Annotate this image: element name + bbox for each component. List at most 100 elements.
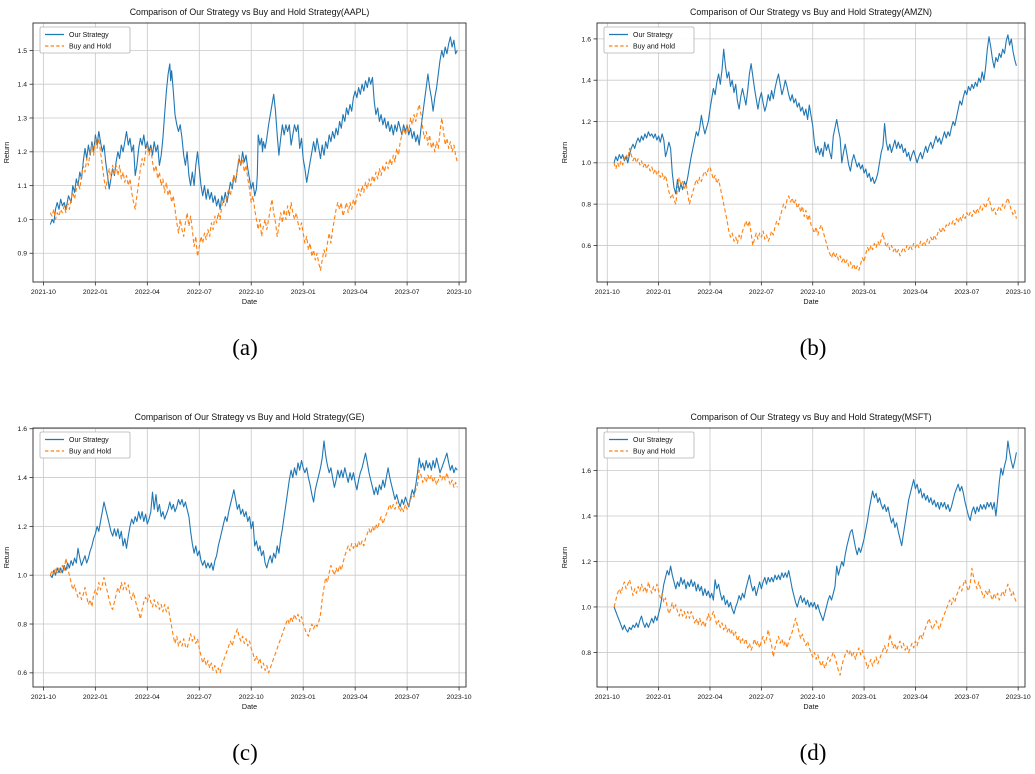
x-tick-label: 2023-07	[395, 289, 420, 296]
x-tick-label: 2022-07	[749, 289, 774, 296]
y-tick-label: 0.8	[582, 650, 592, 657]
x-tick-label: 2022-04	[698, 289, 723, 296]
x-tick-label: 2022-07	[187, 694, 212, 701]
legend-label: Buy and Hold	[69, 44, 111, 51]
y-tick-label: 1.4	[582, 513, 592, 520]
legend: Our Strategy Buy and Hold	[603, 26, 695, 54]
plot-border	[32, 427, 467, 688]
x-tick-label: 2021-10	[31, 694, 56, 701]
y-tick-label: 1.2	[18, 524, 28, 531]
y-tick-label: 0.6	[582, 243, 592, 250]
chart-title: Comparison of Our Strategy vs Buy and Ho…	[130, 7, 370, 17]
x-tick-label: 2022-10	[239, 289, 264, 296]
y-tick-label: 1.4	[18, 475, 28, 482]
y-axis-label: Return	[2, 142, 11, 164]
x-tick-label: 2023-04	[343, 694, 368, 701]
chart-amzn: 2021-10 2022-01 2022-04 2022-07 2022-10 2023-…	[560, 7, 1031, 306]
x-tick-label: 2022-01	[83, 289, 108, 296]
x-tick-label: 2023-04	[903, 289, 928, 296]
y-axis-label: Return	[560, 547, 569, 569]
subcaption-d: (d)	[799, 740, 827, 765]
x-tick-label: 2022-01	[646, 694, 671, 701]
x-tick-label: 2023-01	[291, 694, 316, 701]
y-tick-label: 0.8	[18, 621, 28, 628]
y-tick-label: 0.8	[582, 202, 592, 209]
legend-label: Our Strategy	[69, 437, 109, 444]
plot-border	[596, 427, 1026, 688]
x-tick-label: 2022-01	[646, 289, 671, 296]
y-axis-label: Return	[2, 547, 11, 569]
x-tick-label: 2023-01	[852, 694, 877, 701]
series-buy-and-hold	[49, 469, 458, 674]
y-tick-label: 1.2	[582, 119, 592, 126]
series-buy-and-hold	[613, 147, 1017, 271]
y-tick-label: 1.6	[582, 36, 592, 43]
series-buy-and-hold	[49, 103, 458, 271]
y-tick-label: 1.0	[18, 573, 28, 580]
y-tick-label: 1.0	[582, 160, 592, 167]
y-tick-label: 0.6	[18, 670, 28, 677]
legend: Our Strategy Buy and Hold	[39, 431, 131, 459]
x-tick-label: 2021-10	[595, 289, 620, 296]
x-tick-label: 2023-10	[1006, 289, 1031, 296]
x-tick-label: 2023-07	[954, 694, 979, 701]
subcaption-b: (b)	[799, 335, 827, 360]
x-tick-label: 2022-01	[83, 694, 108, 701]
x-tick-label: 2023-07	[954, 289, 979, 296]
x-tick-label: 2021-10	[31, 289, 56, 296]
x-axis-label: Date	[242, 297, 257, 306]
x-tick-label: 2022-07	[749, 694, 774, 701]
chart-title: Comparison of Our Strategy vs Buy and Ho…	[690, 7, 932, 17]
legend: Our Strategy Buy and Hold	[603, 431, 695, 459]
y-tick-label: 1.6	[582, 468, 592, 475]
y-tick-label: 1.0	[18, 217, 28, 224]
plot-border	[596, 22, 1026, 283]
series-buy-and-hold	[613, 567, 1017, 676]
x-tick-label: 2022-10	[800, 289, 825, 296]
y-tick-label: 1.0	[582, 604, 592, 611]
series-our-strategy	[49, 36, 458, 225]
y-tick-label: 1.3	[18, 115, 28, 122]
y-tick-label: 1.4	[582, 78, 592, 85]
legend-label: Our Strategy	[69, 32, 109, 39]
legend-label: Our Strategy	[633, 437, 673, 444]
y-tick-label: 0.9	[18, 251, 28, 258]
chart-aapl: 2021-10 2022-01 2022-04 2022-07 2022-10 2023-…	[2, 7, 472, 306]
x-tick-label: 2023-04	[343, 289, 368, 296]
x-tick-label: 2022-07	[187, 289, 212, 296]
x-tick-label: 2021-10	[595, 694, 620, 701]
x-axis-label: Date	[242, 702, 257, 711]
legend-label: Buy and Hold	[69, 449, 111, 456]
x-axis-label: Date	[803, 702, 818, 711]
y-tick-label: 1.4	[18, 82, 28, 89]
chart-ge: 2021-10 2022-01 2022-04 2022-07 2022-10 2023-…	[2, 412, 472, 711]
plot-border	[32, 22, 467, 283]
series-our-strategy	[49, 440, 458, 579]
x-tick-label: 2023-07	[395, 694, 420, 701]
x-tick-label: 2023-10	[447, 289, 472, 296]
x-tick-label: 2023-10	[447, 694, 472, 701]
series-our-strategy	[613, 34, 1017, 195]
y-tick-label: 1.6	[18, 426, 28, 433]
x-tick-label: 2023-10	[1006, 694, 1031, 701]
x-axis-label: Date	[803, 297, 818, 306]
legend-label: Our Strategy	[633, 32, 673, 39]
legend: Our Strategy Buy and Hold	[39, 26, 131, 54]
chart-msft: 2021-10 2022-01 2022-04 2022-07 2022-10 2023-…	[560, 412, 1031, 711]
x-tick-label: 2022-10	[800, 694, 825, 701]
y-tick-label: 1.5	[18, 48, 28, 55]
x-tick-label: 2023-04	[903, 694, 928, 701]
y-tick-label: 1.2	[582, 559, 592, 566]
x-tick-label: 2023-01	[852, 289, 877, 296]
y-axis-label: Return	[560, 142, 569, 164]
chart-title: Comparison of Our Strategy vs Buy and Ho…	[690, 412, 931, 422]
y-tick-label: 1.2	[18, 149, 28, 156]
x-tick-label: 2022-10	[239, 694, 264, 701]
y-tick-label: 1.1	[18, 183, 28, 190]
x-tick-label: 2022-04	[135, 694, 160, 701]
subcaption-c: (c)	[232, 740, 258, 765]
x-tick-label: 2022-04	[698, 694, 723, 701]
legend-label: Buy and Hold	[633, 44, 675, 51]
series-our-strategy	[613, 440, 1017, 633]
